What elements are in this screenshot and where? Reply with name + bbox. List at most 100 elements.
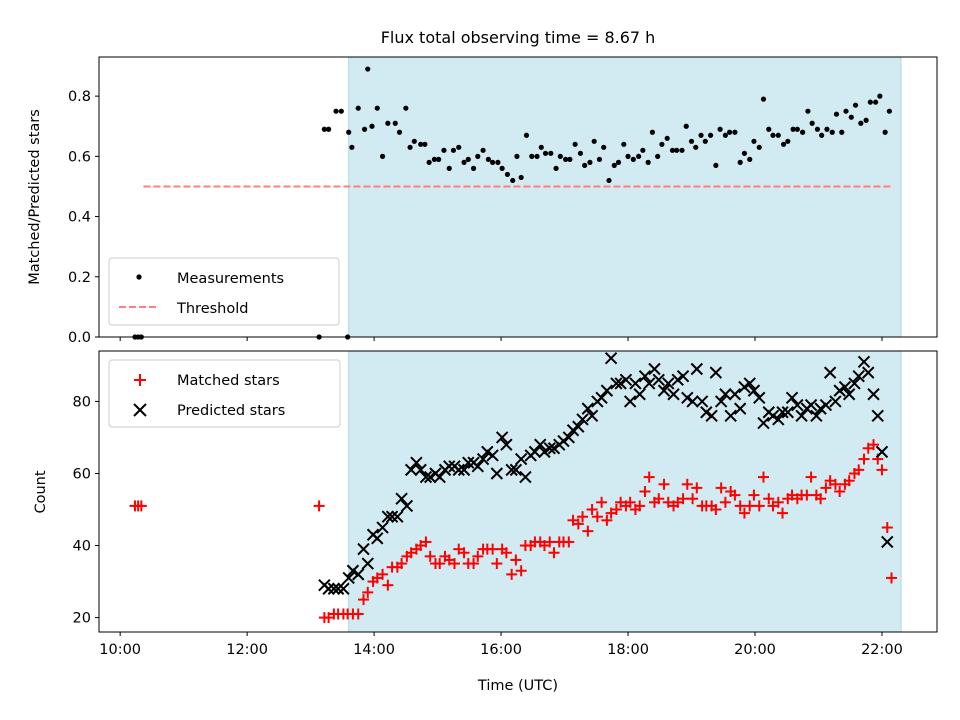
predicted-star-point (443, 460, 456, 473)
measurement-point (426, 159, 432, 165)
predicted-star-point (776, 406, 789, 419)
predicted-star-point (576, 413, 589, 426)
matched-star-point (510, 554, 522, 566)
predicted-star-point (757, 416, 770, 430)
x-tick-label: 14:00 (353, 642, 395, 658)
predicted-star-point (352, 568, 365, 581)
measurement-point (669, 147, 676, 153)
matched-star-point (377, 568, 389, 580)
measurement-point (563, 156, 569, 162)
predicted-star-point (505, 463, 518, 477)
matched-star-point (820, 482, 832, 494)
predicted-star-point (676, 370, 690, 383)
measurement-point (737, 159, 743, 165)
measurement-point (355, 105, 361, 111)
measurement-point (518, 174, 524, 181)
predicted-star-point (528, 445, 542, 459)
measurement-point (374, 105, 380, 111)
measurement-point (625, 153, 631, 159)
measurement-point (659, 141, 665, 147)
matched-star-point (362, 586, 374, 598)
predicted-star-point (652, 373, 665, 387)
predicted-star-point (842, 388, 856, 401)
predicted-star-point (857, 355, 871, 369)
measurement-point (499, 165, 505, 171)
measurement-point (587, 159, 593, 165)
y-tick-label: 20 (73, 611, 91, 627)
measurement-point (470, 165, 477, 171)
predicted-star-point (410, 456, 423, 469)
matched-star-point (382, 579, 394, 591)
matched-star-point (801, 489, 813, 501)
y-tick-label: 0.8 (68, 89, 91, 105)
measurement-point (601, 144, 607, 150)
y-tick-label: 60 (73, 466, 91, 482)
measurement-point (713, 162, 719, 168)
matched-star-point (449, 558, 461, 570)
x-tick-label: 10:00 (99, 642, 141, 658)
matched-star-point (601, 514, 613, 526)
matched-star-point (868, 439, 880, 451)
measurement-point (707, 132, 714, 138)
matched-star-point (591, 511, 603, 523)
measurement-point (843, 108, 849, 114)
measurement-point (717, 126, 723, 132)
predicted-star-point (781, 406, 795, 419)
matched-star-point (586, 504, 598, 516)
matched-star-point (548, 547, 560, 559)
predicted-star-point (376, 521, 389, 534)
predicted-star-point (709, 366, 723, 379)
measurement-point (596, 156, 603, 162)
matched-star-point (643, 471, 655, 483)
measurement-point (542, 150, 549, 156)
matched-star-point (658, 478, 670, 490)
measurement-point (379, 153, 386, 159)
measurement-point (863, 117, 869, 123)
matched-star-point (434, 558, 446, 570)
matched-star-point (487, 543, 499, 555)
predicted-star-point (572, 420, 585, 433)
observing-span-shade (348, 350, 902, 633)
measurement-point (365, 66, 371, 72)
x-tick-label: 22:00 (861, 642, 903, 658)
predicted-star-point (595, 391, 608, 405)
predicted-star-point (327, 582, 341, 595)
matched-star-point (710, 504, 722, 516)
measurement-point (785, 138, 791, 144)
matched-star-point (719, 496, 731, 508)
predicted-star-point (852, 370, 865, 383)
y-tick-label: 40 (73, 539, 91, 555)
measurement-point (369, 123, 375, 129)
bottom-panel: 20 40 60 80 10:00 12:00 14:00 16:00 18:00 20:00 2… (33, 350, 938, 694)
measurement-point (321, 126, 327, 132)
matched-star-point (653, 493, 665, 505)
measurement-point (385, 120, 391, 126)
measurement-point (553, 165, 559, 171)
measurement-point (361, 126, 368, 132)
predicted-star-point (585, 409, 599, 423)
measurement-point (674, 147, 680, 153)
matched-star-point (396, 558, 408, 570)
predicted-star-point (462, 456, 475, 469)
predicted-star-point (346, 564, 360, 577)
predicted-star-point (719, 388, 732, 401)
predicted-star-point (547, 442, 561, 455)
predicted-star-point (662, 377, 675, 390)
matched-star-point (876, 464, 888, 476)
predicted-star-point (795, 409, 808, 423)
measurement-point (664, 135, 670, 141)
matched-star-point (515, 565, 527, 577)
predicted-star-point (610, 377, 623, 390)
measurement-point (495, 159, 501, 165)
measurement-point (698, 132, 704, 138)
matched-star-point (491, 558, 503, 570)
predicted-star-point (623, 395, 637, 408)
predicted-star-point (867, 388, 880, 401)
predicted-star-point (331, 582, 345, 595)
predicted-star-point (419, 470, 433, 484)
matched-star-point (468, 558, 480, 570)
predicted-star-point (667, 388, 680, 401)
measurement-point (514, 153, 520, 159)
matched-star-point (458, 547, 470, 559)
